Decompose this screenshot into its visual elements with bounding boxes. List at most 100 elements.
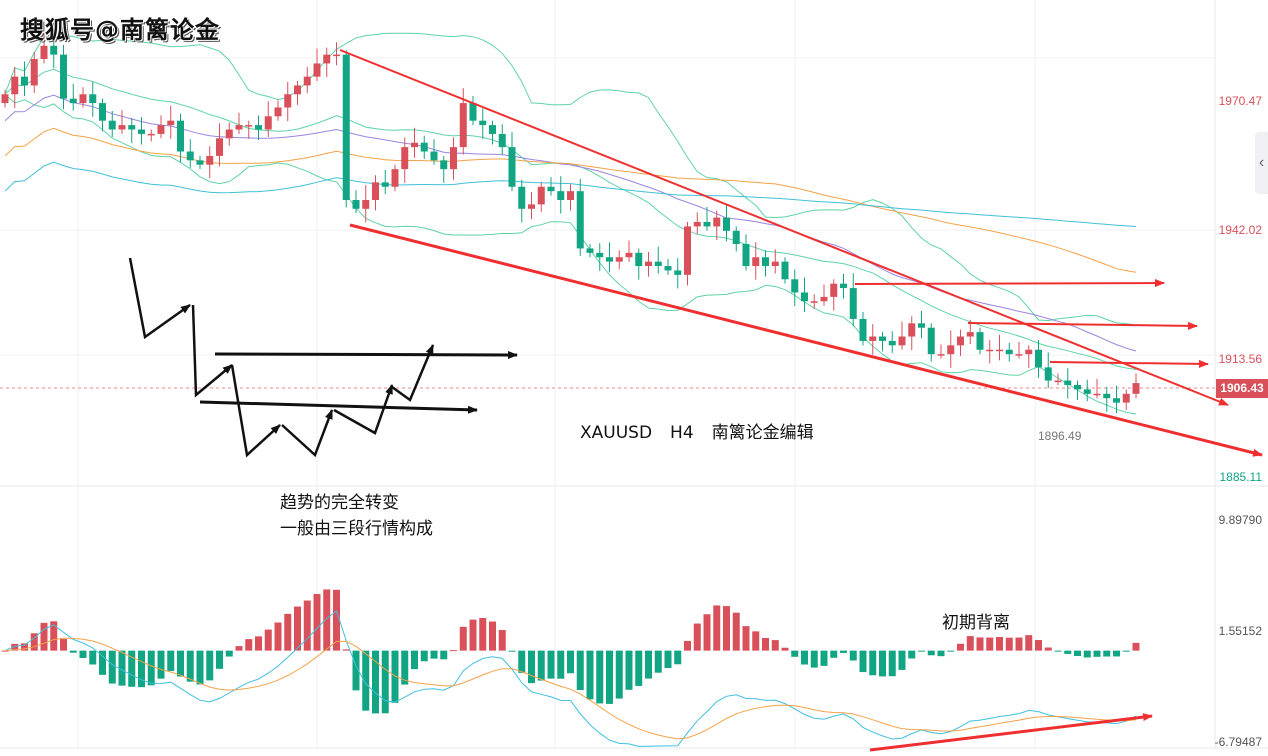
bollinger-middle (4, 68, 1137, 370)
candle-bull (323, 54, 331, 64)
candle-bear (791, 279, 799, 293)
candle-bear (557, 191, 565, 200)
candle-bear (1005, 349, 1013, 355)
macd-histogram-bar (430, 650, 438, 659)
symbol-annotation: XAUUSD H4 南篱论金编辑 (580, 418, 832, 443)
macd-histogram-bar (11, 643, 19, 651)
macd-histogram-bar (40, 622, 48, 651)
candle-bear (635, 252, 643, 267)
macd-histogram-bar (713, 605, 721, 651)
editor-label: 南篱论金编辑 (711, 423, 814, 443)
candle-bull (771, 261, 779, 267)
resistance-arrow-3[interactable] (1049, 359, 1209, 368)
macd-histogram-bar (138, 650, 145, 688)
macd-histogram-bar (186, 650, 194, 682)
macd-histogram-bar (89, 650, 97, 665)
macd-histogram-bar (586, 650, 594, 700)
candle-bear (762, 257, 769, 267)
candle-bull (1093, 393, 1101, 396)
candle-bull (830, 283, 838, 297)
candle-bear (508, 147, 516, 187)
candle-bear (723, 217, 730, 231)
candle-bull (1015, 354, 1023, 356)
wave-arrow-6 (391, 344, 435, 402)
candle-bear (518, 186, 526, 209)
macd-histogram-bar (518, 650, 526, 673)
macd-histogram-bar (303, 600, 311, 651)
candle-bear (138, 129, 145, 134)
candle-bear (606, 257, 613, 262)
wave-arrow-5 (333, 384, 394, 435)
macd-histogram-bar (411, 650, 418, 670)
macd-histogram-bar (732, 612, 740, 651)
macd-histogram-bar (986, 637, 994, 651)
base-line-arrow (199, 400, 478, 414)
candle-bull (284, 94, 292, 108)
candle-bear (576, 191, 584, 249)
candle-bull (264, 116, 272, 130)
candle-bull (537, 186, 545, 205)
macd-histogram-bar (147, 650, 155, 686)
macd-divergence-arrow[interactable] (869, 713, 1153, 752)
macd-histogram-bar (596, 650, 604, 704)
trend-note-line2: 一般由三段行情构成 (280, 519, 433, 539)
bollinger-upper (4, 32, 1137, 326)
candle-bear (21, 76, 28, 86)
candle-bull (216, 138, 223, 156)
candle-bull (947, 345, 955, 355)
macd-histogram-bar (918, 650, 925, 652)
macd-histogram-bar (1025, 635, 1033, 651)
macd-tick: -6.79487 (1214, 735, 1262, 749)
candle-bear (177, 120, 184, 152)
macd-histogram-bar (528, 650, 535, 684)
candle-bear (703, 222, 711, 227)
candle-bull (1025, 349, 1033, 355)
macd-histogram-bar (284, 613, 292, 651)
macd-histogram-bar (333, 589, 340, 651)
macd-histogram-bar (108, 650, 116, 684)
resistance-arrow-1[interactable] (854, 279, 1165, 288)
candle-bull (79, 94, 87, 104)
candle-bear (547, 186, 555, 192)
candle-bear (1113, 398, 1120, 403)
macd-histogram-bar (21, 643, 28, 651)
candle-bear (1074, 384, 1081, 390)
macd-histogram-bar (391, 650, 399, 703)
macd-histogram-bar (723, 606, 730, 651)
macd-histogram-bar (440, 650, 448, 660)
candle-bear (60, 54, 67, 99)
upper-trend-line[interactable] (339, 49, 1229, 406)
macd-histogram-bar (820, 650, 828, 666)
macd-histogram-bar (840, 650, 847, 653)
price-tick: 1885.11 (1219, 470, 1263, 484)
macd-histogram-bar (1044, 647, 1052, 651)
candle-bear (849, 288, 857, 319)
bollinger-lower (4, 93, 1137, 415)
macd-histogram-bar (255, 636, 262, 651)
macd-histogram-bar (264, 629, 272, 651)
macd-histogram-bar (684, 640, 691, 651)
macd-histogram-bar (537, 650, 545, 681)
candle-bull (625, 252, 633, 258)
chevron-left-icon[interactable]: ‹ (1255, 132, 1268, 194)
macd-histogram-bar (372, 650, 379, 714)
candle-bear (128, 125, 136, 130)
macd-histogram-bar (1054, 650, 1062, 652)
resistance-arrow-2[interactable] (967, 321, 1198, 330)
macd-histogram-bar (60, 639, 67, 651)
macd-histogram-bar (99, 650, 106, 675)
lower-trend-line[interactable] (349, 223, 1263, 457)
macd-histogram-bar (167, 650, 175, 671)
macd-histogram-bar (1132, 642, 1140, 651)
macd-histogram-bar (1064, 650, 1072, 654)
price-tick: 1970.47 (1218, 94, 1262, 108)
candle-bear (840, 283, 847, 289)
candle-bull (372, 182, 379, 200)
candle-bull (206, 155, 214, 165)
candle-bull (937, 354, 945, 356)
macd-histogram-bar (177, 650, 184, 677)
candle-bull (908, 323, 916, 337)
candle-bull (313, 63, 321, 77)
